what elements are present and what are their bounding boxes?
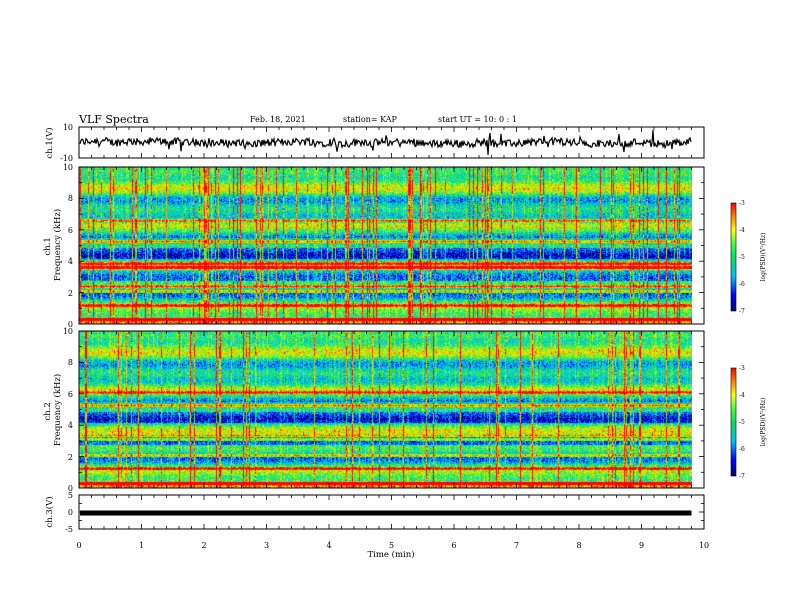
ch3-waveform-panel: 5 0 -5 ch.3(V) [44,491,705,534]
ch1-colorbar-tick-m3: -3 [739,200,745,207]
ch1-colorbar-gradient [730,202,737,312]
ch3-waveform-ticks [78,494,705,530]
time-axis-tick-label: 10 [699,541,709,550]
ch2-colorbar-tick-m3: -3 [739,365,745,372]
ch2-colorbar-tick-m5: -5 [739,419,745,426]
ch1-colorbar-tick-m5: -5 [739,254,745,261]
ch2-freq-tick-4: 4 [68,421,73,430]
ch1-freq-tick-0: 0 [68,320,73,329]
ch2-colorbar: -3 -4 -5 -6 -7 log(PSD)(V²/Hz) [730,365,767,480]
ch3-ylabel: ch.3(V) [44,496,55,527]
ch1-colorbar-tick-m4: -4 [739,227,745,234]
ch1-spectrogram-ticks [78,166,705,325]
date-label: Feb. 18, 2021 [250,115,306,124]
ch1-spectrogram-image [79,167,692,324]
figure-title: VLF Spectra [78,113,149,126]
ch2-spectrogram-ylabel-line1: ch.2 [43,402,53,420]
ch2-spectrogram-ticks [78,330,705,489]
ch2-colorbar-label: log(PSD)(V²/Hz) [760,398,767,447]
ch1-colorbar-label: log(PSD)(V²/Hz) [760,233,767,282]
time-axis-tick-labels: 0 1 2 3 4 5 6 7 8 9 10 [76,541,709,550]
ch1-spectrogram-ylabel: ch.1 Frequency (kHz) [43,209,63,281]
time-axis-tick-label: 4 [326,541,331,550]
ch1-ytick-bottom: -10 [60,154,73,163]
time-axis-tick-label: 6 [451,541,456,550]
ch3-waveform-trace [80,510,692,516]
start-time-label: start UT = 10: 0 : 1 [438,115,517,124]
ch2-freq-tick-2: 2 [68,453,73,462]
time-axis-tick-label: 9 [639,541,644,550]
time-axis-tick-label: 0 [76,541,81,550]
ch2-colorbar-tick-m6: -6 [739,446,745,453]
ch2-spectrogram-ylabel: ch.2 Frequency (kHz) [43,374,63,446]
ch1-waveform-trace [79,129,692,155]
station-label: station= KAP [343,115,398,124]
time-axis-tick-label: 7 [514,541,519,550]
ch1-ytick-top: 10 [63,123,73,132]
ch1-colorbar-tick-m7: -7 [739,308,745,315]
ch2-spectrogram-raster [79,331,692,488]
ch2-freq-tick-8: 8 [68,358,73,367]
ch1-freq-tick-2: 2 [68,289,73,298]
ch2-freq-tick-0: 0 [68,484,73,493]
ch2-spectrogram-image [79,331,692,488]
ch3-ytick-top: 5 [68,491,73,500]
ch2-colorbar-tick-m4: -4 [739,392,745,399]
ch1-freq-tick-8: 8 [68,194,73,203]
ch1-colorbar: -3 -4 -5 -6 -7 log(PSD)(V²/Hz) [730,200,767,315]
ch2-freq-tick-10: 10 [63,327,73,336]
ch1-waveform-panel: 10 -10 ch.1(V) [44,123,705,163]
ch1-freq-tick-10: 10 [63,163,73,172]
time-axis-tick-label: 1 [139,541,144,550]
time-axis-tick-label: 8 [576,541,581,550]
ch1-colorbar-tick-m6: -6 [739,281,745,288]
ch3-ytick-bottom: -5 [65,525,73,534]
ch2-colorbar-gradient [730,367,737,477]
ch1-freq-tick-4: 4 [68,257,73,266]
ch1-waveform-ticks [78,127,705,158]
ch1-spectrogram-raster [79,167,692,324]
ch2-spectrogram-ylabel-line2: Frequency (kHz) [52,374,63,446]
time-axis-label: Time (min) [367,549,414,560]
ch2-freq-tick-6: 6 [68,390,73,399]
ch1-spectrogram-ylabel-line1: ch.1 [43,237,53,255]
ch1-spectrogram-ylabel-line2: Frequency (kHz) [52,209,63,281]
time-axis-tick-label: 2 [201,541,206,550]
ch3-ytick-mid: 0 [68,508,73,517]
ch1-spectrogram-panel: 0 2 4 6 8 10 ch.1 Frequency (kHz) [43,163,705,329]
time-axis-tick-label: 5 [389,541,394,550]
ch1-freq-tick-6: 6 [68,226,73,235]
ch2-spectrogram-panel: 0 2 4 6 8 10 ch.2 Frequency (kHz) [43,327,705,493]
time-axis-tick-label: 3 [264,541,269,550]
ch1-ylabel: ch.1(V) [44,127,55,158]
ch2-colorbar-tick-m7: -7 [739,473,745,480]
